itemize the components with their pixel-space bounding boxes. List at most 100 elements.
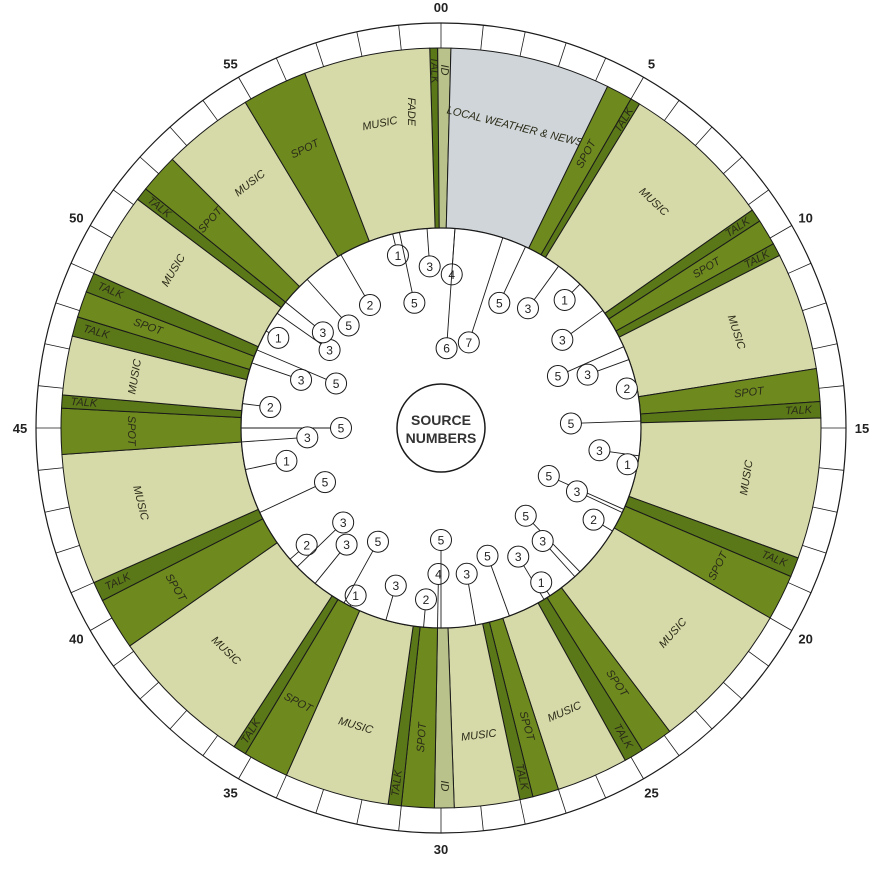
minute-tick bbox=[398, 25, 402, 51]
minute-tick bbox=[664, 100, 680, 121]
minute-tick bbox=[113, 189, 134, 205]
minute-tick bbox=[818, 467, 844, 471]
source-number-circle bbox=[455, 562, 478, 585]
minute-tick bbox=[238, 77, 252, 100]
source-number: 5 bbox=[438, 534, 445, 548]
minute-tick bbox=[595, 57, 607, 82]
source-number: 5 bbox=[484, 549, 491, 563]
source-number: 5 bbox=[522, 509, 529, 523]
source-leader-line bbox=[398, 232, 415, 303]
source-number: 1 bbox=[561, 293, 568, 307]
source-number: 1 bbox=[395, 249, 402, 263]
source-number: 5 bbox=[322, 476, 329, 490]
minute-tick bbox=[398, 805, 402, 831]
minute-label-45: 45 bbox=[13, 421, 27, 436]
source-number-circle bbox=[530, 571, 553, 594]
segment-label: SPOT bbox=[415, 721, 429, 753]
hub-label-line1: SOURCE bbox=[411, 412, 471, 428]
source-number: 3 bbox=[525, 302, 532, 316]
source-number-circle bbox=[565, 480, 588, 503]
source-number-circle bbox=[259, 396, 282, 419]
source-number-circle bbox=[553, 288, 576, 311]
source-number-circle bbox=[366, 530, 389, 553]
source-number: 2 bbox=[303, 538, 310, 552]
source-number-circle bbox=[418, 255, 441, 278]
minute-tick bbox=[38, 467, 64, 471]
segment-label: SPOT bbox=[733, 385, 765, 400]
minute-tick bbox=[630, 77, 644, 100]
minute-tick bbox=[202, 100, 218, 121]
minute-label-00: 00 bbox=[434, 0, 448, 15]
minute-tick bbox=[139, 681, 159, 700]
source-number-circle bbox=[576, 363, 599, 386]
source-number: 3 bbox=[343, 538, 350, 552]
source-number-circle bbox=[330, 417, 352, 439]
minute-tick bbox=[802, 302, 827, 311]
minute-tick bbox=[202, 735, 218, 756]
segment-label: TALK bbox=[785, 404, 813, 417]
source-number: 3 bbox=[340, 516, 347, 530]
minute-tick bbox=[44, 343, 70, 350]
source-number-circle bbox=[325, 372, 348, 395]
source-number-circle bbox=[488, 291, 511, 314]
source-number-circle bbox=[588, 439, 611, 462]
source-number-circle bbox=[430, 529, 452, 551]
minute-tick bbox=[480, 805, 484, 831]
source-number: 5 bbox=[411, 296, 418, 310]
source-leader-line bbox=[343, 541, 379, 604]
source-number-circle bbox=[332, 511, 355, 534]
minute-tick bbox=[275, 774, 287, 799]
source-number: 5 bbox=[375, 535, 382, 549]
source-number: 1 bbox=[538, 576, 545, 590]
source-number: 7 bbox=[465, 336, 472, 350]
minute-tick bbox=[356, 799, 363, 825]
minute-tick bbox=[55, 302, 80, 311]
source-leader-line bbox=[259, 481, 326, 513]
minute-tick bbox=[70, 262, 95, 274]
minute-label-40: 40 bbox=[69, 632, 83, 647]
source-number-circle bbox=[546, 364, 569, 387]
minute-label-55: 55 bbox=[223, 56, 237, 71]
minute-tick bbox=[787, 262, 812, 274]
segment-label: SPOT bbox=[125, 416, 137, 447]
source-number-circle bbox=[537, 464, 560, 487]
minute-tick bbox=[169, 126, 188, 146]
source-number-circle bbox=[516, 297, 539, 320]
source-number-circle bbox=[275, 449, 298, 472]
source-number-circle bbox=[514, 504, 537, 527]
source-number: 1 bbox=[275, 331, 282, 345]
minute-tick bbox=[812, 506, 838, 513]
segment-label: MUSIC bbox=[126, 358, 144, 395]
source-number: 6 bbox=[443, 342, 450, 356]
source-number: 5 bbox=[555, 369, 562, 383]
source-number-circle bbox=[359, 294, 381, 317]
segment-label: MUSIC bbox=[460, 727, 497, 743]
minute-tick bbox=[38, 385, 64, 389]
source-number: 3 bbox=[539, 534, 546, 548]
segment-label: ID bbox=[438, 780, 450, 791]
source-number: 2 bbox=[423, 593, 430, 607]
minute-tick bbox=[558, 42, 567, 67]
source-number-circle bbox=[344, 584, 367, 607]
source-numbers-hub: SOURCE NUMBERS bbox=[396, 383, 486, 473]
hub-label-line2: NUMBERS bbox=[406, 430, 477, 446]
source-number: 5 bbox=[338, 422, 345, 436]
minute-label-10: 10 bbox=[798, 211, 812, 226]
source-number: 3 bbox=[574, 485, 581, 499]
source-number-circle bbox=[457, 331, 480, 354]
source-number: 3 bbox=[392, 579, 399, 593]
source-number: 2 bbox=[590, 513, 597, 527]
source-number-circle bbox=[427, 562, 450, 585]
source-number: 5 bbox=[345, 319, 352, 333]
source-number: 2 bbox=[267, 401, 274, 415]
minute-tick bbox=[787, 582, 812, 594]
source-number-circle bbox=[531, 529, 554, 552]
minute-tick bbox=[694, 710, 713, 730]
minute-tick bbox=[769, 225, 792, 239]
minute-tick bbox=[275, 57, 287, 82]
source-number: 3 bbox=[596, 444, 603, 458]
segment-label: TALK bbox=[390, 769, 405, 798]
